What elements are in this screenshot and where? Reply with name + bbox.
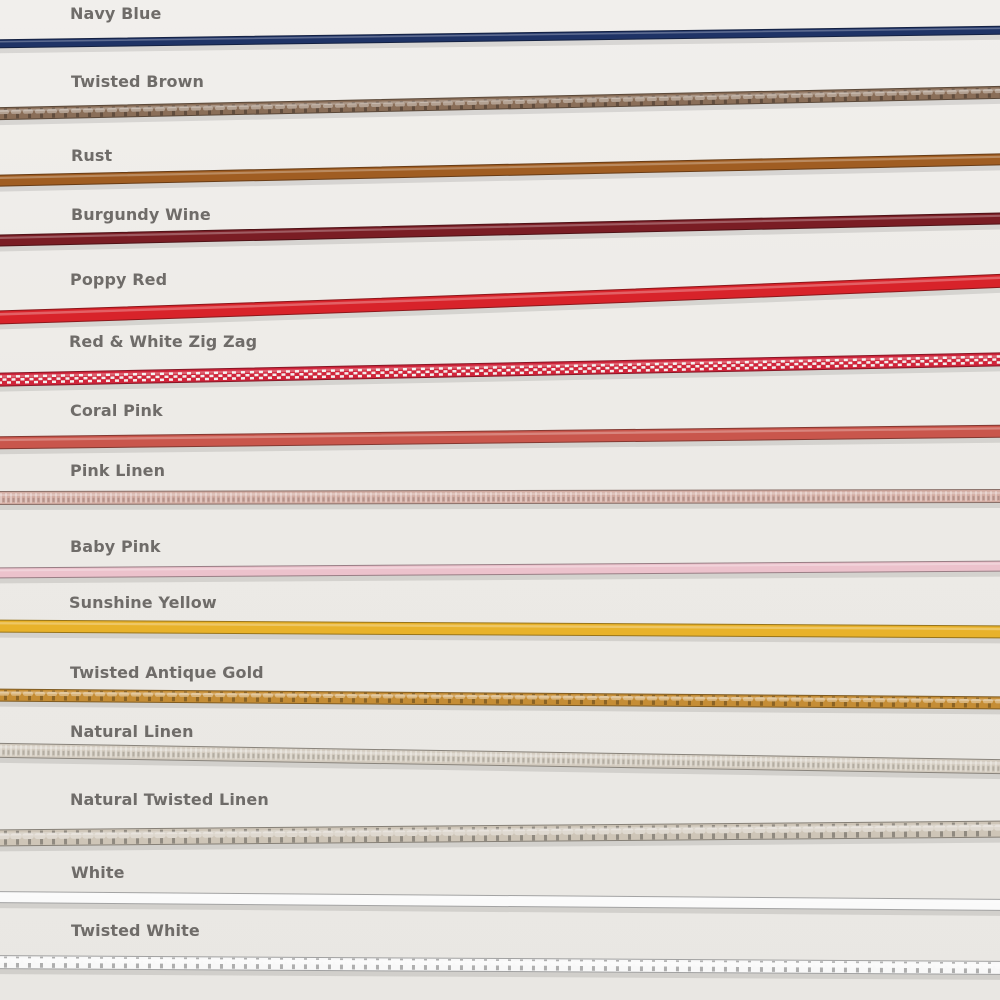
navy-blue-cord-body [0, 26, 1000, 48]
twisted-brown-cord-twist-highlight [0, 88, 1000, 115]
coral-pink-cord-sheen [0, 427, 1000, 442]
white-label: White [71, 863, 125, 882]
baby-pink-label: Baby Pink [70, 537, 161, 556]
twisted-brown-label: Twisted Brown [71, 72, 205, 91]
twisted-brown-cord [0, 85, 1000, 126]
twisted-antique-gold-label: Twisted Antique Gold [70, 663, 264, 682]
twisted-brown-cord-sheen [0, 88, 1000, 112]
sunshine-yellow-cord-sheen [0, 622, 1000, 631]
pink-linen-cord-weave-shade [0, 496, 1000, 502]
red-and-white-zig-zag-label: Red & White Zig Zag [69, 332, 258, 351]
white-cord-body [0, 892, 1000, 910]
white-cord-sheen [0, 893, 1000, 904]
baby-pink-cord-sheen [0, 562, 1000, 572]
white-cord [0, 891, 1000, 916]
burgundy-wine-cord [0, 212, 1000, 252]
natural-twisted-linen-label: Natural Twisted Linen [70, 790, 269, 809]
poppy-red-cord-sheen [0, 276, 1000, 316]
coral-pink-cord-body [0, 425, 1000, 449]
twisted-white-cord-sheen [0, 957, 1000, 967]
baby-pink-cord-body [0, 561, 1000, 578]
navy-blue-cord-sheen [0, 27, 1000, 43]
sunshine-yellow-cord-body [0, 620, 1000, 638]
natural-linen-label: Natural Linen [70, 722, 194, 741]
twisted-antique-gold-cord-twist-highlight [0, 691, 1000, 704]
sunshine-yellow-cord [0, 619, 1000, 644]
natural-twisted-linen-cord-sheen [0, 823, 1000, 836]
twisted-white-cord [0, 955, 1000, 980]
poppy-red-cord [0, 273, 1000, 330]
natural-linen-cord [0, 742, 1000, 780]
poppy-red-cord-body [0, 274, 1000, 324]
natural-twisted-linen-cord-twist-highlight [0, 824, 1000, 840]
red-and-white-zig-zag-cord-sheen [0, 355, 1000, 378]
pink-linen-cord [0, 489, 1000, 510]
pink-linen-cord-weave [0, 491, 1000, 503]
navy-blue-cord [0, 25, 1000, 54]
rust-cord-sheen [0, 155, 1000, 180]
red-and-white-zig-zag-cord [0, 352, 1000, 392]
burgundy-wine-label: Burgundy Wine [71, 205, 211, 224]
twisted-white-label: Twisted White [71, 921, 200, 940]
pink-linen-label: Pink Linen [70, 461, 166, 480]
twisted-antique-gold-cord [0, 688, 1000, 715]
rust-cord-body [0, 154, 1000, 186]
rust-label: Rust [71, 146, 113, 165]
natural-linen-cord-weave-shade [0, 750, 1000, 771]
coral-pink-cord [0, 424, 1000, 455]
navy-blue-label: Navy Blue [70, 4, 162, 23]
sunshine-yellow-label: Sunshine Yellow [69, 593, 217, 612]
red-and-white-zig-zag-cord-zigzag-mid [0, 358, 1000, 381]
twisted-antique-gold-cord-sheen [0, 691, 1000, 702]
natural-linen-cord-weave [0, 744, 1000, 773]
natural-linen-cord-sheen [0, 745, 1000, 765]
coral-pink-label: Coral Pink [70, 401, 163, 420]
burgundy-wine-cord-sheen [0, 214, 1000, 240]
burgundy-wine-cord-body [0, 213, 1000, 246]
baby-pink-cord [0, 560, 1000, 584]
natural-twisted-linen-cord [0, 820, 1000, 852]
poppy-red-label: Poppy Red [70, 270, 168, 289]
rust-cord [0, 153, 1000, 192]
twisted-white-cord-twist-highlight [0, 958, 1000, 969]
pink-linen-cord-sheen [0, 491, 1000, 497]
